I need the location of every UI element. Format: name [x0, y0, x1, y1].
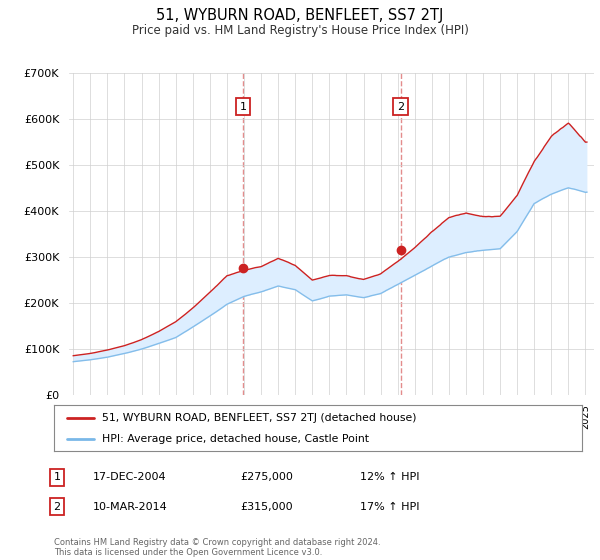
- Text: 1: 1: [240, 101, 247, 111]
- Text: 51, WYBURN ROAD, BENFLEET, SS7 2TJ (detached house): 51, WYBURN ROAD, BENFLEET, SS7 2TJ (deta…: [101, 413, 416, 423]
- Text: 2: 2: [397, 101, 404, 111]
- Text: 17-DEC-2004: 17-DEC-2004: [93, 472, 167, 482]
- Text: Price paid vs. HM Land Registry's House Price Index (HPI): Price paid vs. HM Land Registry's House …: [131, 24, 469, 36]
- Text: 17% ↑ HPI: 17% ↑ HPI: [360, 502, 419, 512]
- Text: 51, WYBURN ROAD, BENFLEET, SS7 2TJ: 51, WYBURN ROAD, BENFLEET, SS7 2TJ: [157, 8, 443, 24]
- Text: 2: 2: [53, 502, 61, 512]
- Text: Contains HM Land Registry data © Crown copyright and database right 2024.
This d: Contains HM Land Registry data © Crown c…: [54, 538, 380, 557]
- Text: £275,000: £275,000: [240, 472, 293, 482]
- Text: 1: 1: [53, 472, 61, 482]
- Text: HPI: Average price, detached house, Castle Point: HPI: Average price, detached house, Cast…: [101, 435, 368, 444]
- Text: 12% ↑ HPI: 12% ↑ HPI: [360, 472, 419, 482]
- Text: 10-MAR-2014: 10-MAR-2014: [93, 502, 168, 512]
- Text: £315,000: £315,000: [240, 502, 293, 512]
